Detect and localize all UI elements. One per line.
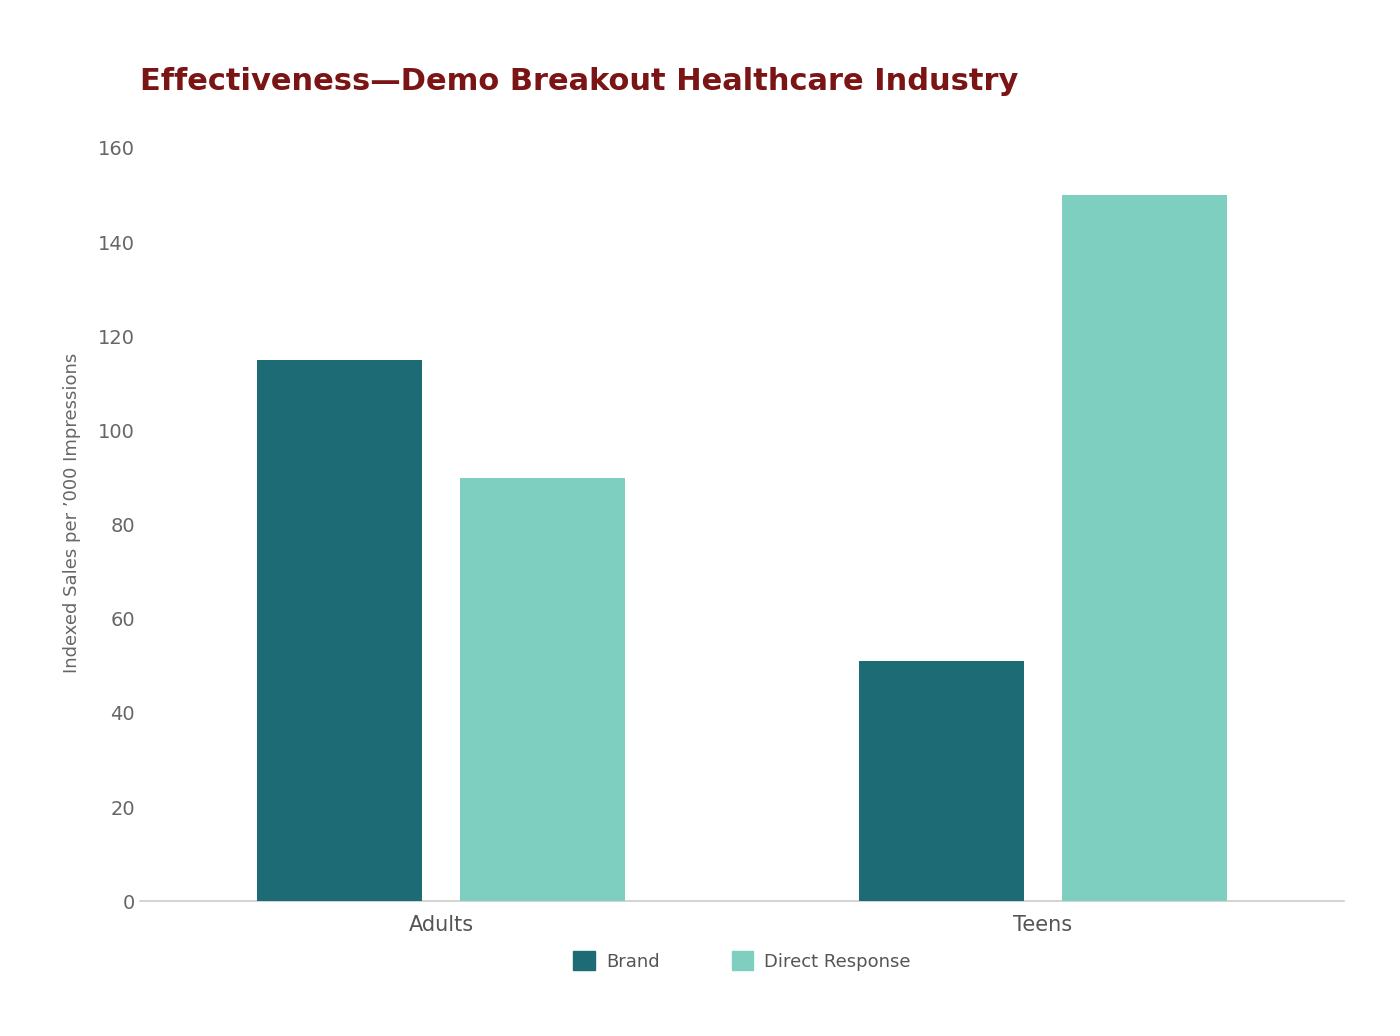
Bar [256, 359, 423, 901]
Legend: Brand, Direct Response: Brand, Direct Response [566, 944, 918, 978]
Text: Effectiveness—Demo Breakout Healthcare Industry: Effectiveness—Demo Breakout Healthcare I… [140, 66, 1018, 95]
Bar [858, 661, 1025, 901]
Y-axis label: Indexed Sales per ’000 Impressions: Indexed Sales per ’000 Impressions [63, 352, 81, 673]
Bar [459, 478, 626, 901]
Bar [1061, 195, 1228, 901]
